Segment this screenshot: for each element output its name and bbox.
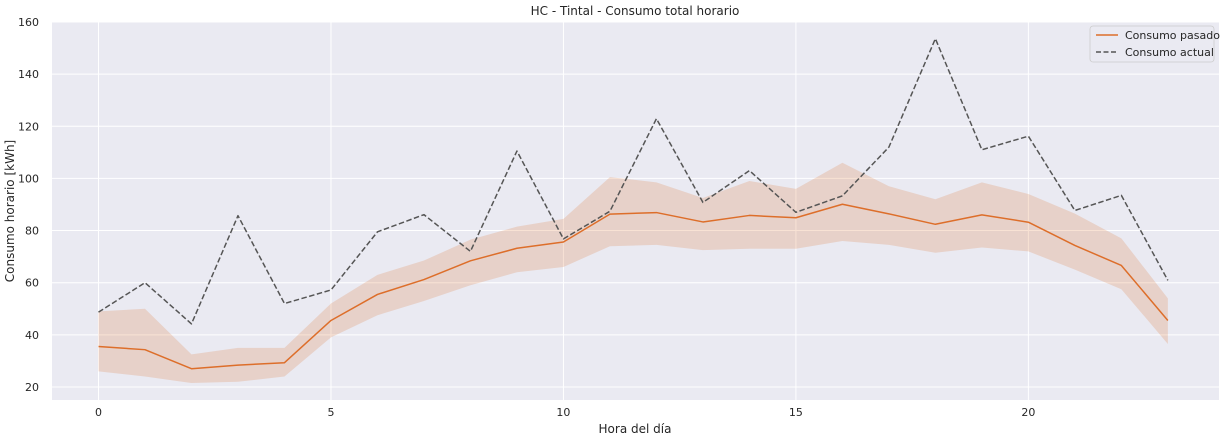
ticks-layer: 0 5 10 15 20 20 40 60 80 100 120 140 160 [18, 16, 1035, 419]
y-tick-label: 80 [25, 225, 39, 238]
x-axis-label: Hora del día [599, 422, 672, 436]
y-tick-label: 60 [25, 277, 39, 290]
x-tick-label: 5 [327, 406, 334, 419]
y-tick-label: 140 [18, 68, 39, 81]
x-tick-label: 15 [789, 406, 803, 419]
series-line-consumo-actual [98, 37, 1169, 325]
y-tick-label: 100 [18, 172, 39, 185]
plot-background [52, 22, 1219, 400]
chart-title: HC - Tintal - Consumo total horario [531, 4, 740, 18]
confidence-band-layer [98, 162, 1168, 384]
lines-layer [98, 37, 1169, 370]
legend: Consumo pasado Consumo actual [1089, 25, 1220, 63]
y-tick-label: 20 [25, 381, 39, 394]
y-tick-label: 160 [18, 16, 39, 29]
legend-box [1089, 25, 1215, 63]
y-axis-label: Consumo horario [kWh] [3, 140, 17, 282]
x-tick-label: 10 [556, 406, 570, 419]
x-tick-label: 20 [1021, 406, 1035, 419]
y-tick-label: 120 [18, 120, 39, 133]
confidence-band-consumo-pasado [98, 162, 1168, 384]
legend-label-consumo-pasado: Consumo pasado [1125, 29, 1220, 42]
x-tick-label: 0 [95, 406, 102, 419]
y-tick-label: 40 [25, 329, 39, 342]
series-line-consumo-pasado [98, 203, 1169, 370]
legend-label-consumo-actual: Consumo actual [1125, 46, 1214, 59]
